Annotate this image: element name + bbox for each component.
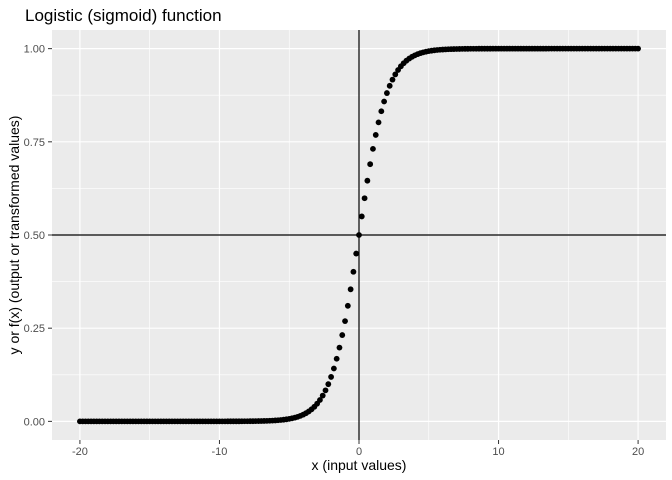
- x-axis-title: x (input values): [312, 457, 407, 473]
- data-point: [386, 82, 393, 89]
- data-point: [361, 195, 368, 202]
- data-point: [378, 108, 385, 115]
- data-points: [77, 45, 641, 425]
- data-point: [358, 213, 365, 220]
- data-point: [381, 98, 388, 105]
- y-tick-label: 0.50: [24, 230, 45, 242]
- x-tick-label: 0: [356, 446, 362, 458]
- data-point: [372, 132, 379, 138]
- data-point: [635, 45, 641, 52]
- data-point: [389, 76, 396, 83]
- data-point: [342, 318, 348, 325]
- data-point: [367, 161, 374, 168]
- y-tick-label: 0.75: [24, 137, 45, 149]
- data-point: [319, 392, 326, 399]
- data-point: [375, 119, 382, 126]
- data-point: [325, 381, 332, 388]
- x-tick-label: 10: [492, 446, 504, 458]
- data-point: [384, 90, 390, 96]
- data-point: [336, 344, 343, 351]
- data-point: [322, 387, 329, 394]
- data-point: [333, 355, 340, 362]
- chart-title: Logistic (sigmoid) function: [25, 6, 222, 25]
- data-point: [350, 268, 357, 275]
- data-point: [317, 397, 323, 403]
- data-point: [392, 71, 399, 78]
- y-tick-label: 0.25: [24, 323, 45, 335]
- x-tick-label: -10: [212, 446, 228, 458]
- y-tick-label: 0.00: [24, 416, 45, 428]
- data-point: [356, 232, 362, 238]
- data-point: [344, 302, 351, 309]
- y-tick-label: 1.00: [24, 44, 45, 56]
- y-axis-ticks: 0.00 0.25 0.50 0.75 1.00: [24, 44, 52, 428]
- x-axis-ticks: -20 -10 0 10 20: [72, 440, 644, 458]
- data-point: [347, 286, 354, 293]
- data-point: [330, 365, 337, 372]
- data-point: [370, 145, 376, 152]
- y-axis-title: y or f(x) (output or transformed values): [6, 116, 22, 355]
- data-point: [339, 332, 346, 338]
- data-point: [328, 374, 334, 380]
- data-point: [364, 177, 371, 184]
- x-tick-label: 20: [632, 446, 644, 458]
- x-tick-label: -20: [72, 446, 88, 458]
- data-point: [353, 250, 360, 257]
